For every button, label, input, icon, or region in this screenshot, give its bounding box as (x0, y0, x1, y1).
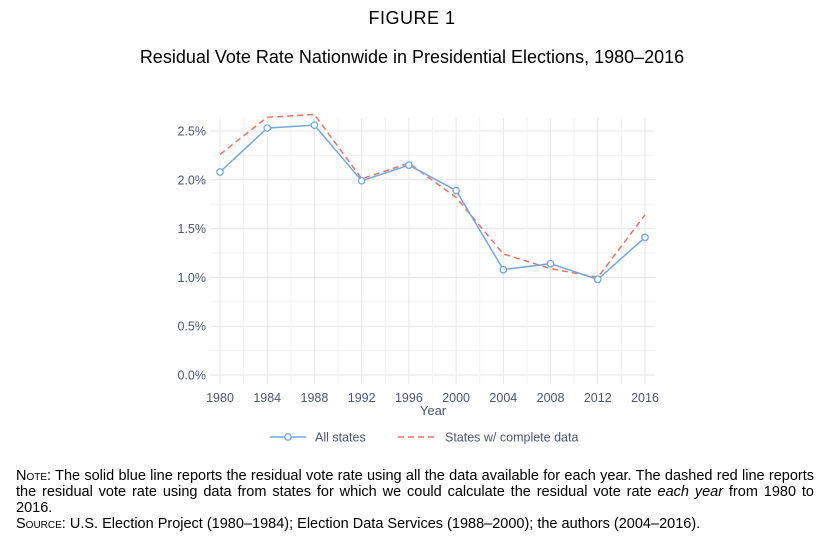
source-paragraph: Source: U.S. Election Project (1980–1984… (16, 516, 814, 532)
y-tick-label: 1.5% (178, 222, 207, 236)
x-axis-label: Year (420, 403, 447, 418)
x-tick-label: 1980 (206, 391, 234, 405)
x-tick-label: 2016 (631, 391, 659, 405)
chart-series (216, 113, 649, 284)
data-point (593, 275, 602, 284)
y-tick-label: 1.0% (178, 271, 207, 285)
x-tick-label: 2004 (489, 391, 517, 405)
y-axis-ticks: 0.0% 0.5% 1.0% 1.5% 2.0% 2.5% (178, 125, 207, 383)
data-point (641, 233, 649, 242)
y-tick-label: 2.5% (178, 125, 207, 139)
x-tick-label: 1992 (348, 391, 376, 405)
legend-marker-all-states (284, 433, 292, 441)
x-tick-label: 2012 (584, 391, 612, 405)
x-tick-label: 2000 (442, 391, 470, 405)
source-label: Source (16, 516, 62, 532)
chart-grid (210, 118, 655, 384)
chart-legend: All states States w/ complete data (270, 431, 578, 445)
series-line-all-states (219, 124, 646, 281)
y-tick-label: 0.0% (178, 369, 207, 383)
data-point (499, 265, 508, 274)
note-label: Note (16, 468, 48, 484)
data-point (216, 168, 224, 176)
legend-label-all-states: All states (315, 431, 366, 445)
note-emphasis: each year (657, 484, 724, 500)
x-tick-label: 1984 (253, 391, 281, 405)
chart-title: Residual Vote Rate Nationwide in Preside… (139, 47, 685, 67)
data-point (405, 161, 413, 170)
data-point (310, 121, 319, 129)
y-tick-label: 2.0% (178, 173, 207, 187)
x-axis-ticks: 1980 1984 1988 1992 1996 2000 2004 2008 2012 2016 (206, 391, 659, 405)
note-text: : The solid blue line reports the residu… (16, 468, 814, 500)
series-line-states-w-complete-data (219, 113, 646, 279)
note-paragraph: Note: The solid blue line reports the re… (16, 468, 814, 516)
x-tick-label: 2008 (537, 391, 565, 405)
figure-note: Note: The solid blue line reports the re… (16, 468, 814, 532)
data-point (263, 124, 272, 132)
y-tick-label: 0.5% (178, 320, 207, 334)
note-tail: from 1980 to 2016. (16, 484, 815, 516)
x-tick-label: 1996 (395, 391, 423, 405)
source-text: : U.S. Election Project (1980–1984); Ele… (61, 516, 701, 532)
legend-label-complete-data: States w/ complete data (445, 431, 578, 445)
figure-label: FIGURE 1 (368, 8, 456, 28)
data-point (546, 259, 555, 268)
data-point (357, 176, 366, 185)
data-point (452, 186, 460, 195)
x-tick-label: 1988 (301, 391, 329, 405)
